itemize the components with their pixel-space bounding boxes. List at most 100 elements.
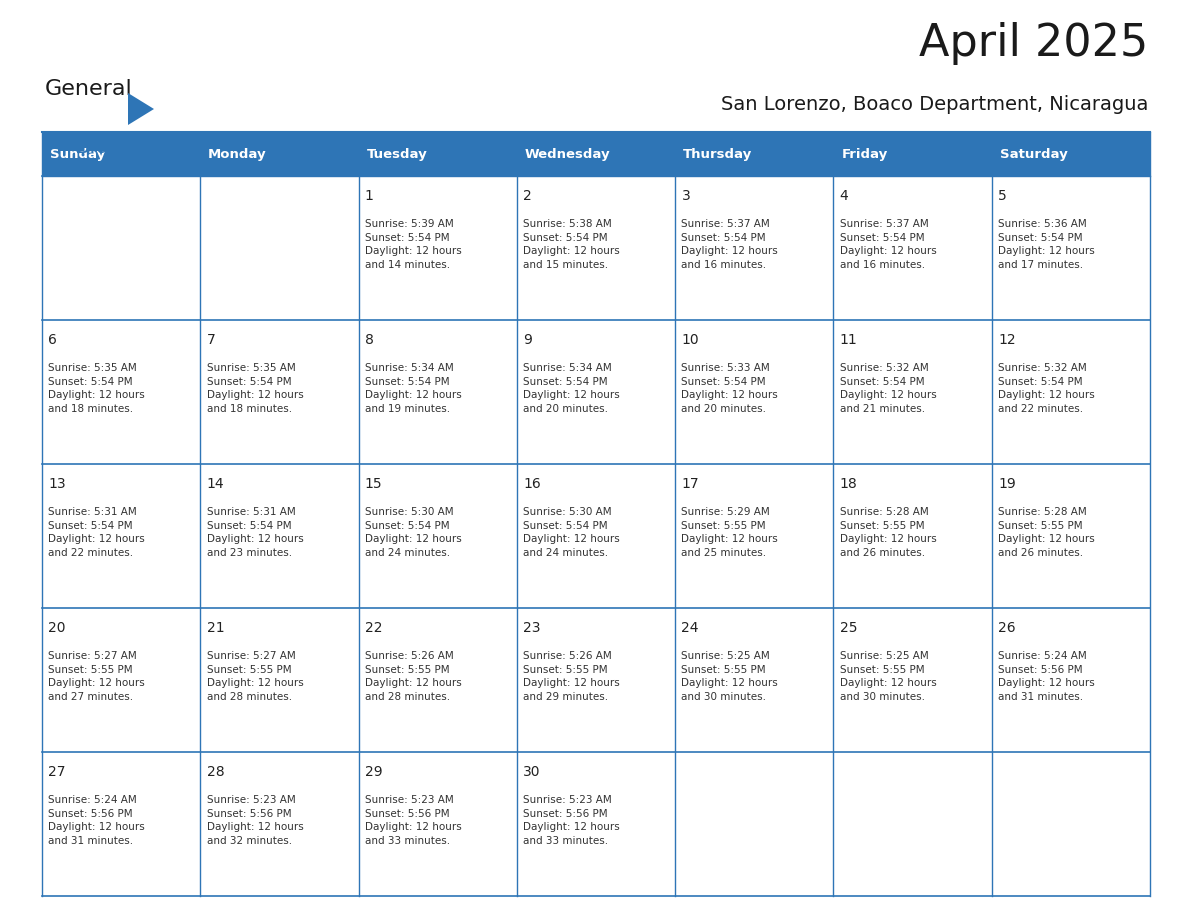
Bar xyxy=(42,132,1150,896)
Bar xyxy=(201,464,359,608)
Bar xyxy=(517,608,675,752)
Text: 11: 11 xyxy=(840,333,858,347)
Text: Sunrise: 5:30 AM
Sunset: 5:54 PM
Daylight: 12 hours
and 24 minutes.: Sunrise: 5:30 AM Sunset: 5:54 PM Dayligh… xyxy=(365,508,462,558)
Bar xyxy=(992,464,1150,608)
Text: Tuesday: Tuesday xyxy=(366,148,428,161)
Text: Sunrise: 5:23 AM
Sunset: 5:56 PM
Daylight: 12 hours
and 33 minutes.: Sunrise: 5:23 AM Sunset: 5:56 PM Dayligh… xyxy=(523,795,620,846)
Text: General: General xyxy=(45,79,133,99)
Bar xyxy=(992,608,1150,752)
Bar xyxy=(675,176,834,320)
Bar xyxy=(992,176,1150,320)
Bar xyxy=(834,752,992,896)
Text: Sunrise: 5:34 AM
Sunset: 5:54 PM
Daylight: 12 hours
and 19 minutes.: Sunrise: 5:34 AM Sunset: 5:54 PM Dayligh… xyxy=(365,364,462,414)
Text: Thursday: Thursday xyxy=(683,148,752,161)
Bar xyxy=(517,320,675,464)
Text: Sunrise: 5:37 AM
Sunset: 5:54 PM
Daylight: 12 hours
and 16 minutes.: Sunrise: 5:37 AM Sunset: 5:54 PM Dayligh… xyxy=(682,219,778,270)
Text: 21: 21 xyxy=(207,621,225,635)
Text: Sunrise: 5:23 AM
Sunset: 5:56 PM
Daylight: 12 hours
and 33 minutes.: Sunrise: 5:23 AM Sunset: 5:56 PM Dayligh… xyxy=(365,795,462,846)
Text: 8: 8 xyxy=(365,333,374,347)
Bar xyxy=(42,176,201,320)
Text: Sunrise: 5:25 AM
Sunset: 5:55 PM
Daylight: 12 hours
and 30 minutes.: Sunrise: 5:25 AM Sunset: 5:55 PM Dayligh… xyxy=(840,651,936,702)
Text: Sunrise: 5:28 AM
Sunset: 5:55 PM
Daylight: 12 hours
and 26 minutes.: Sunrise: 5:28 AM Sunset: 5:55 PM Dayligh… xyxy=(840,508,936,558)
Bar xyxy=(675,464,834,608)
Text: Sunrise: 5:36 AM
Sunset: 5:54 PM
Daylight: 12 hours
and 17 minutes.: Sunrise: 5:36 AM Sunset: 5:54 PM Dayligh… xyxy=(998,219,1095,270)
Bar xyxy=(675,320,834,464)
Text: Sunrise: 5:34 AM
Sunset: 5:54 PM
Daylight: 12 hours
and 20 minutes.: Sunrise: 5:34 AM Sunset: 5:54 PM Dayligh… xyxy=(523,364,620,414)
Bar xyxy=(359,608,517,752)
Bar xyxy=(834,464,992,608)
Bar xyxy=(201,752,359,896)
Text: 7: 7 xyxy=(207,333,215,347)
Text: 4: 4 xyxy=(840,189,848,203)
Text: Sunrise: 5:23 AM
Sunset: 5:56 PM
Daylight: 12 hours
and 32 minutes.: Sunrise: 5:23 AM Sunset: 5:56 PM Dayligh… xyxy=(207,795,303,846)
Text: 16: 16 xyxy=(523,477,541,491)
Bar xyxy=(42,608,201,752)
Bar xyxy=(517,176,675,320)
Bar xyxy=(359,320,517,464)
Text: 2: 2 xyxy=(523,189,532,203)
Text: 29: 29 xyxy=(365,765,383,779)
Bar xyxy=(201,176,359,320)
Bar xyxy=(517,464,675,608)
Text: 9: 9 xyxy=(523,333,532,347)
Text: 13: 13 xyxy=(49,477,67,491)
Bar xyxy=(42,320,201,464)
Text: 27: 27 xyxy=(49,765,65,779)
Text: Sunrise: 5:30 AM
Sunset: 5:54 PM
Daylight: 12 hours
and 24 minutes.: Sunrise: 5:30 AM Sunset: 5:54 PM Dayligh… xyxy=(523,508,620,558)
Text: 5: 5 xyxy=(998,189,1006,203)
Bar xyxy=(42,132,1150,176)
Text: April 2025: April 2025 xyxy=(918,22,1148,65)
Text: Sunrise: 5:35 AM
Sunset: 5:54 PM
Daylight: 12 hours
and 18 minutes.: Sunrise: 5:35 AM Sunset: 5:54 PM Dayligh… xyxy=(49,364,145,414)
Bar xyxy=(201,608,359,752)
Text: 6: 6 xyxy=(49,333,57,347)
Text: Wednesday: Wednesday xyxy=(525,148,611,161)
Text: Sunrise: 5:25 AM
Sunset: 5:55 PM
Daylight: 12 hours
and 30 minutes.: Sunrise: 5:25 AM Sunset: 5:55 PM Dayligh… xyxy=(682,651,778,702)
Text: 25: 25 xyxy=(840,621,858,635)
Text: Sunrise: 5:26 AM
Sunset: 5:55 PM
Daylight: 12 hours
and 29 minutes.: Sunrise: 5:26 AM Sunset: 5:55 PM Dayligh… xyxy=(523,651,620,702)
Text: Sunrise: 5:28 AM
Sunset: 5:55 PM
Daylight: 12 hours
and 26 minutes.: Sunrise: 5:28 AM Sunset: 5:55 PM Dayligh… xyxy=(998,508,1095,558)
Text: 12: 12 xyxy=(998,333,1016,347)
Text: Sunrise: 5:32 AM
Sunset: 5:54 PM
Daylight: 12 hours
and 21 minutes.: Sunrise: 5:32 AM Sunset: 5:54 PM Dayligh… xyxy=(840,364,936,414)
Polygon shape xyxy=(128,93,154,125)
Bar xyxy=(42,752,201,896)
Bar xyxy=(359,752,517,896)
Text: 26: 26 xyxy=(998,621,1016,635)
Text: Sunrise: 5:26 AM
Sunset: 5:55 PM
Daylight: 12 hours
and 28 minutes.: Sunrise: 5:26 AM Sunset: 5:55 PM Dayligh… xyxy=(365,651,462,702)
Text: 14: 14 xyxy=(207,477,225,491)
Text: 10: 10 xyxy=(682,333,699,347)
Text: Saturday: Saturday xyxy=(999,148,1067,161)
Text: 22: 22 xyxy=(365,621,383,635)
Bar xyxy=(675,752,834,896)
Text: Blue: Blue xyxy=(75,137,125,157)
Bar xyxy=(834,176,992,320)
Text: Sunrise: 5:31 AM
Sunset: 5:54 PM
Daylight: 12 hours
and 23 minutes.: Sunrise: 5:31 AM Sunset: 5:54 PM Dayligh… xyxy=(207,508,303,558)
Text: Sunrise: 5:27 AM
Sunset: 5:55 PM
Daylight: 12 hours
and 27 minutes.: Sunrise: 5:27 AM Sunset: 5:55 PM Dayligh… xyxy=(49,651,145,702)
Text: 19: 19 xyxy=(998,477,1016,491)
Text: 17: 17 xyxy=(682,477,699,491)
Bar xyxy=(517,752,675,896)
Bar xyxy=(992,320,1150,464)
Text: Sunrise: 5:37 AM
Sunset: 5:54 PM
Daylight: 12 hours
and 16 minutes.: Sunrise: 5:37 AM Sunset: 5:54 PM Dayligh… xyxy=(840,219,936,270)
Bar xyxy=(359,464,517,608)
Text: Sunrise: 5:32 AM
Sunset: 5:54 PM
Daylight: 12 hours
and 22 minutes.: Sunrise: 5:32 AM Sunset: 5:54 PM Dayligh… xyxy=(998,364,1095,414)
Text: Sunrise: 5:31 AM
Sunset: 5:54 PM
Daylight: 12 hours
and 22 minutes.: Sunrise: 5:31 AM Sunset: 5:54 PM Dayligh… xyxy=(49,508,145,558)
Bar xyxy=(201,320,359,464)
Text: 23: 23 xyxy=(523,621,541,635)
Text: Friday: Friday xyxy=(841,148,887,161)
Text: 3: 3 xyxy=(682,189,690,203)
Text: 24: 24 xyxy=(682,621,699,635)
Text: Monday: Monday xyxy=(208,148,267,161)
Text: Sunrise: 5:39 AM
Sunset: 5:54 PM
Daylight: 12 hours
and 14 minutes.: Sunrise: 5:39 AM Sunset: 5:54 PM Dayligh… xyxy=(365,219,462,270)
Text: Sunrise: 5:29 AM
Sunset: 5:55 PM
Daylight: 12 hours
and 25 minutes.: Sunrise: 5:29 AM Sunset: 5:55 PM Dayligh… xyxy=(682,508,778,558)
Bar xyxy=(42,464,201,608)
Text: Sunrise: 5:33 AM
Sunset: 5:54 PM
Daylight: 12 hours
and 20 minutes.: Sunrise: 5:33 AM Sunset: 5:54 PM Dayligh… xyxy=(682,364,778,414)
Text: 1: 1 xyxy=(365,189,374,203)
Bar xyxy=(675,608,834,752)
Text: Sunrise: 5:24 AM
Sunset: 5:56 PM
Daylight: 12 hours
and 31 minutes.: Sunrise: 5:24 AM Sunset: 5:56 PM Dayligh… xyxy=(49,795,145,846)
Text: Sunrise: 5:35 AM
Sunset: 5:54 PM
Daylight: 12 hours
and 18 minutes.: Sunrise: 5:35 AM Sunset: 5:54 PM Dayligh… xyxy=(207,364,303,414)
Text: 28: 28 xyxy=(207,765,225,779)
Text: San Lorenzo, Boaco Department, Nicaragua: San Lorenzo, Boaco Department, Nicaragua xyxy=(721,95,1148,114)
Bar xyxy=(834,320,992,464)
Bar xyxy=(359,176,517,320)
Bar xyxy=(834,608,992,752)
